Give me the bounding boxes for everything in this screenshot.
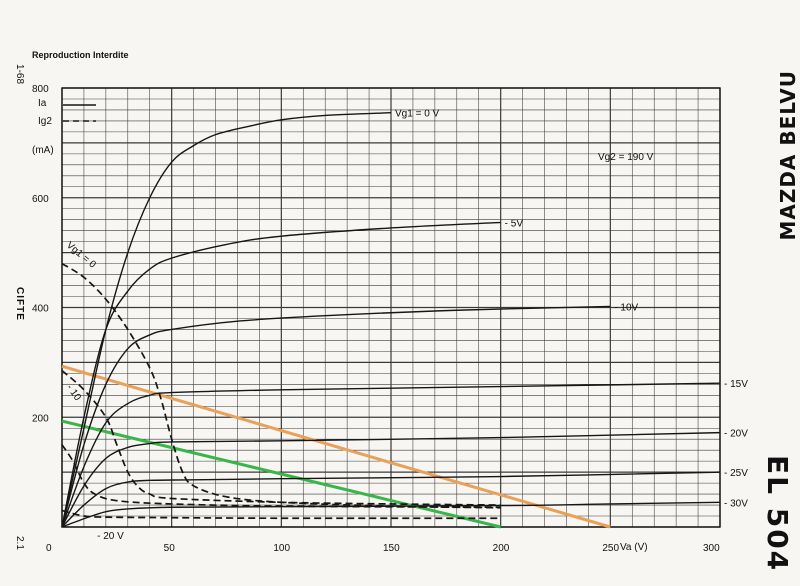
ig2-curve [61,509,501,520]
tube-type: EL 504 [761,455,794,573]
y-tick-label: 200 [32,413,49,424]
ia-curve-label: - 30V [724,498,748,509]
x-tick-label: 100 [273,543,290,554]
x-tick-label: 50 [164,543,176,554]
x-tick-label: 250 [602,543,619,554]
x-tick-label: 150 [383,543,400,554]
y-tick-label: 800 [32,84,49,95]
ia-curve-label: - 15V [724,379,748,390]
ig2-curve [61,444,501,509]
y-tick-label: 400 [32,304,49,315]
ia-curve-label: - 25V [724,468,748,479]
ig2-curve-label: - 20 V [97,531,124,542]
legend-ig2-label: Ig2 [38,116,52,127]
ia-curve-label: - 10V [614,302,638,313]
ia-curve [61,221,501,528]
reproduction-notice: Reproduction Interdite [32,50,129,60]
x-tick-label: 200 [493,543,510,554]
ig2-curve [61,262,501,509]
ia-curve [61,501,721,528]
vg2-label: Vg2 = 190 V [598,152,654,163]
ia-curve [61,382,721,528]
ig2-curve [61,369,501,506]
load-line-green [61,419,502,529]
legend-ia-label: Ia [38,98,47,109]
sheet-code-bottom: 2.1 [14,536,25,550]
x-tick-label-last: 300 [703,543,720,554]
load-line-orange [61,364,611,529]
chart-grid [61,87,721,528]
side-label: CIFTE [14,287,25,321]
x-tick-label: 0 [46,543,52,554]
plot-frame [61,87,721,528]
y-tick-label: 600 [32,194,49,205]
ia-curve-label: Vg1 = 0 V [395,109,440,120]
ig2-vg1-zero-label: Vg1 = 0 [64,240,98,271]
x-axis-label: Va (V) [620,542,648,553]
ia-curve-label: - 5V [505,218,524,229]
load-lines [61,364,611,529]
y-axis-label: (mA) [32,145,54,156]
ig2-curves [61,262,501,520]
ia-curve [61,305,611,528]
ia-curve [61,431,721,528]
ia-curve [61,111,392,528]
sheet-code-top: 1-68 [14,64,25,85]
ia-curve-label: - 20V [724,429,748,440]
